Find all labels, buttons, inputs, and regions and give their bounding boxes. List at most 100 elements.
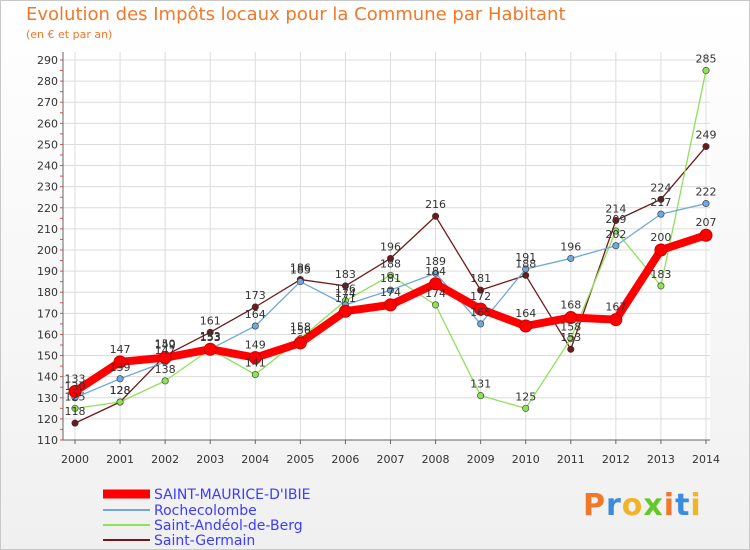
series-3-data-label: 186 [290, 262, 311, 275]
series-2-data-label: 131 [470, 378, 491, 391]
series-2-point [432, 301, 440, 309]
series-2-point [477, 392, 485, 400]
plot-area [63, 52, 710, 440]
series-1-point [116, 375, 124, 383]
legend-label-0: SAINT-MAURICE-D'IBIE [154, 487, 310, 503]
series-2-data-label: 158 [560, 321, 581, 334]
series-2-data-label: 128 [110, 384, 131, 397]
series-1-point [567, 254, 575, 262]
series-0-point [248, 351, 262, 365]
series-3-data-label: 183 [335, 268, 356, 281]
series-0-data-label: 133 [65, 372, 86, 385]
series-1-data-label: 174 [335, 287, 356, 300]
legend: SAINT-MAURICE-D'IBIERochecolombeSaint-An… [103, 487, 310, 549]
series-3-point [612, 216, 620, 224]
series-0-data-label: 149 [155, 339, 176, 352]
series-2-point [251, 371, 259, 379]
series-0-data-label: 171 [335, 292, 356, 305]
series-2-point [161, 377, 169, 385]
x-tick-label: 2002 [151, 453, 179, 466]
y-tick-label: 140 [37, 371, 58, 384]
series-3-point [522, 271, 530, 279]
series-2-data-label: 209 [605, 213, 626, 226]
series-0-data-label: 207 [696, 216, 717, 229]
chart-subtitle: (en € et par an) [26, 28, 113, 41]
series-1-data-label: 222 [696, 186, 717, 199]
series-3-point [567, 345, 575, 353]
x-tick-label: 2012 [602, 453, 630, 466]
y-tick-label: 280 [37, 75, 58, 88]
logo-letter: i [663, 488, 676, 523]
series-1-point [386, 286, 394, 294]
x-tick-label: 2010 [512, 453, 540, 466]
x-tick-label: 2001 [106, 453, 134, 466]
y-tick-label: 200 [37, 244, 58, 257]
series-1-data-label: 217 [650, 196, 671, 209]
series-0-data-label: 184 [425, 265, 446, 278]
y-tick-label: 190 [37, 265, 58, 278]
series-2-data-label: 176 [335, 283, 356, 296]
series-3-point [251, 303, 259, 311]
logo-letter: P [583, 488, 606, 523]
series-0-point [564, 311, 578, 325]
series-1-data-label: 153 [200, 331, 221, 344]
series-0-point [429, 277, 443, 291]
series-2-point [116, 398, 124, 406]
x-tick-label: 2003 [196, 453, 224, 466]
y-tick-label: 240 [37, 160, 58, 173]
logo-letter: o [621, 488, 644, 523]
series-0-data-label: 172 [470, 290, 491, 303]
series-2-data-label: 285 [696, 53, 717, 66]
series-2-data-label: 188 [380, 257, 401, 270]
y-tick-label: 160 [37, 328, 58, 341]
y-tick-label: 260 [37, 117, 58, 130]
series-3-point [702, 143, 710, 151]
series-3-data-label: 118 [65, 405, 86, 418]
y-tick-label: 180 [37, 286, 58, 299]
series-1-data-label: 147 [155, 344, 176, 357]
series-2-data-label: 153 [200, 331, 221, 344]
x-tick-label: 2004 [241, 453, 269, 466]
series-0-point [158, 351, 172, 365]
series-3-data-label: 188 [515, 257, 536, 270]
series-1-data-label: 164 [245, 308, 266, 321]
y-tick-label: 120 [37, 413, 58, 426]
y-tick-label: 250 [37, 138, 58, 151]
logo-letter: r [606, 488, 622, 523]
series-2-data-label: 174 [425, 287, 446, 300]
series-0-point [203, 342, 217, 356]
legend-label-1: Rochecolombe [154, 503, 257, 519]
series-3-data-label: 196 [380, 240, 401, 253]
series-1-data-label: 191 [515, 251, 536, 264]
series-3-point [657, 195, 665, 203]
x-tick-label: 2000 [61, 453, 89, 466]
x-tick-label: 2005 [286, 453, 314, 466]
series-1-point [702, 200, 710, 208]
series-2-data-label: 141 [245, 357, 266, 370]
y-tick-label: 220 [37, 202, 58, 215]
series-1-data-label: 185 [290, 264, 311, 277]
series-2-data-label: 158 [290, 321, 311, 334]
y-tick-label: 170 [37, 307, 58, 320]
series-3-point [432, 212, 440, 220]
series-3-data-label: 249 [696, 129, 717, 142]
series-2-point [612, 227, 620, 235]
series-3-data-label: 181 [470, 272, 491, 285]
y-tick-label: 150 [37, 350, 58, 363]
series-3-data-label: 173 [245, 289, 266, 302]
x-tick-label: 2011 [557, 453, 585, 466]
series-0-point [519, 319, 533, 333]
series-0-data-label: 168 [560, 299, 581, 312]
series-0-point [293, 336, 307, 350]
proxiti-logo: Proxiti [583, 488, 702, 523]
series-3-point [477, 286, 485, 294]
series-0-data-label: 164 [515, 307, 536, 320]
x-tick-label: 2008 [422, 453, 450, 466]
series-3-data-label: 161 [200, 314, 221, 327]
x-tick-label: 2007 [377, 453, 405, 466]
series-1-data-label: 139 [110, 361, 131, 374]
x-tick-label: 2009 [467, 453, 495, 466]
legend-label-3: Saint-Germain [154, 533, 255, 549]
series-0-point [384, 298, 397, 312]
